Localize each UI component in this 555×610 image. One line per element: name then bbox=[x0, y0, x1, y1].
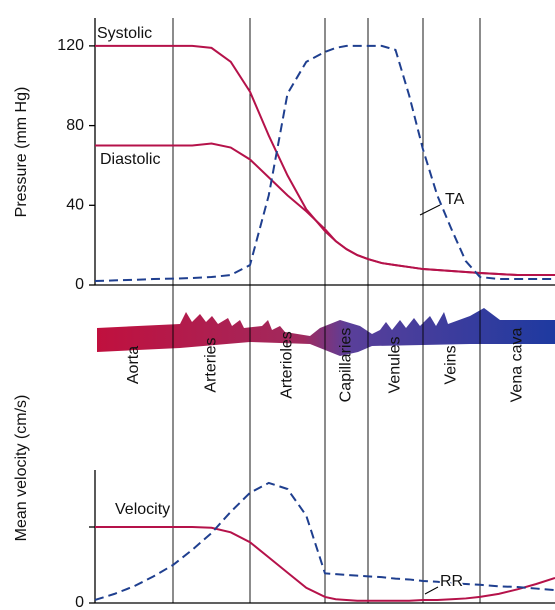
y-tick-label: 0 bbox=[75, 594, 84, 610]
series-label: Diastolic bbox=[100, 151, 160, 168]
category-label: Venules bbox=[387, 337, 404, 394]
category-label: Arterioles bbox=[279, 331, 296, 399]
leader-line bbox=[419, 204, 441, 216]
y-axis-label: Pressure (mm Hg) bbox=[13, 87, 30, 218]
y-tick-label: 40 bbox=[66, 197, 84, 214]
series-label: Systolic bbox=[97, 25, 152, 42]
series-line bbox=[95, 142, 555, 277]
category-label: Aorta bbox=[125, 346, 142, 384]
series-label: TA bbox=[445, 191, 465, 208]
y-axis-label: Mean velocity (cm/s) bbox=[13, 395, 30, 542]
vessel-band bbox=[97, 308, 555, 356]
series-label: RR bbox=[440, 573, 463, 590]
category-label: Capillaries bbox=[338, 328, 355, 403]
series-line bbox=[95, 526, 555, 602]
y-tick-label: 0 bbox=[75, 276, 84, 293]
category-label: Veins bbox=[443, 345, 460, 384]
category-label: Vena cava bbox=[509, 328, 526, 403]
series-label: Velocity bbox=[115, 501, 170, 518]
series-line bbox=[94, 481, 555, 601]
y-tick-label: 120 bbox=[57, 37, 84, 54]
leader-line bbox=[424, 586, 439, 595]
series-line bbox=[94, 44, 555, 283]
category-label: Arteries bbox=[203, 337, 220, 392]
y-tick-label: 80 bbox=[66, 117, 84, 134]
